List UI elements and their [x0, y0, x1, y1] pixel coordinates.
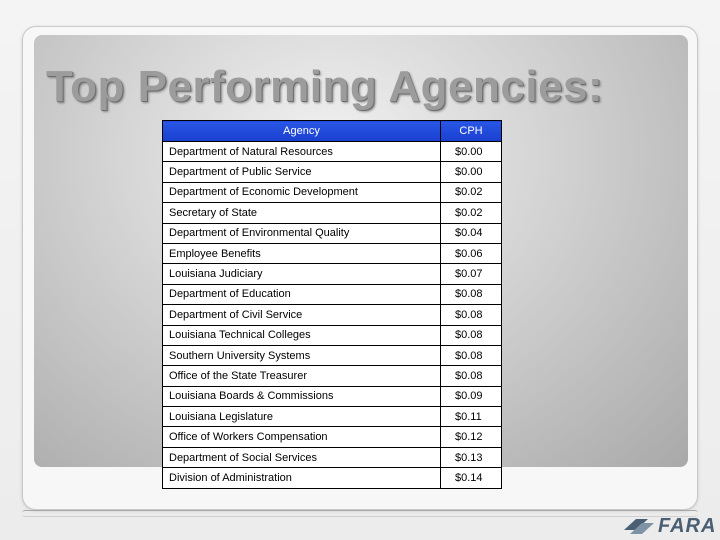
- footer-divider: [22, 510, 698, 517]
- cph-value-cell: $0.08: [440, 365, 502, 387]
- agency-name-cell: Department of Social Services: [162, 446, 441, 469]
- table-row: Office of the State Treasurer $0.08: [162, 365, 502, 387]
- agency-name-cell: Employee Benefits: [162, 242, 441, 265]
- cph-value-cell: $0.11: [440, 406, 502, 428]
- agency-name-cell: Louisiana Boards & Commissions: [162, 385, 441, 408]
- page-title: Top Performing Agencies:: [46, 62, 604, 111]
- cph-value-cell: $0.02: [440, 202, 502, 224]
- logo-text: FARA: [658, 514, 717, 537]
- cph-value-cell: $0.09: [440, 385, 502, 408]
- table-row: Office of Workers Compensation $0.12: [162, 426, 502, 448]
- agency-name-cell: Louisiana Judiciary: [162, 263, 441, 285]
- agency-name-cell: Division of Administration: [162, 467, 441, 489]
- table-row: Department of Education $0.08: [162, 283, 502, 306]
- agency-table: Agency CPH Department of Natural Resourc…: [162, 120, 502, 489]
- agency-name-cell: Southern University Systems: [162, 344, 441, 367]
- table-row: Department of Public Service $0.00: [162, 161, 502, 183]
- agency-name-cell: Department of Environmental Quality: [162, 222, 441, 244]
- table-row: Louisiana Judiciary $0.07: [162, 263, 502, 285]
- table-header-row: Agency CPH: [162, 120, 502, 142]
- table-row: Louisiana Legislature $0.11: [162, 406, 502, 428]
- cph-value-cell: $0.08: [440, 324, 502, 346]
- table-row: Department of Natural Resources $0.00: [162, 140, 502, 163]
- agency-name-cell: Department of Public Service: [162, 161, 441, 183]
- cph-value-cell: $0.04: [440, 222, 502, 244]
- cph-value-cell: $0.12: [440, 426, 502, 448]
- agency-name-cell: Department of Economic Development: [162, 181, 441, 204]
- cph-value-cell: $0.13: [440, 446, 502, 469]
- cph-value-cell: $0.08: [440, 283, 502, 306]
- header-agency: Agency: [162, 120, 441, 142]
- cph-value-cell: $0.00: [440, 140, 502, 163]
- table-body: Department of Natural Resources $0.00 Depa…: [162, 140, 502, 489]
- cph-value-cell: $0.14: [440, 467, 502, 489]
- table-row: Louisiana Boards & Commissions $0.09: [162, 385, 502, 408]
- cph-value-cell: $0.08: [440, 344, 502, 367]
- agency-name-cell: Secretary of State: [162, 202, 441, 224]
- table-row: Department of Environmental Quality $0.04: [162, 222, 502, 244]
- agency-name-cell: Office of Workers Compensation: [162, 426, 441, 448]
- cph-value-cell: $0.00: [440, 161, 502, 183]
- table-row: Louisiana Technical Colleges $0.08: [162, 324, 502, 346]
- header-cph: CPH: [440, 120, 502, 142]
- agency-name-cell: Louisiana Legislature: [162, 406, 441, 428]
- cph-value-cell: $0.08: [440, 304, 502, 326]
- cph-value-cell: $0.02: [440, 181, 502, 204]
- agency-name-cell: Department of Civil Service: [162, 304, 441, 326]
- agency-name-cell: Department of Education: [162, 283, 441, 306]
- agency-name-cell: Department of Natural Resources: [162, 140, 441, 163]
- fara-logo: FARA: [622, 514, 718, 538]
- table-row: Department of Economic Development $0.02: [162, 181, 502, 204]
- table-row: Department of Social Services $0.13: [162, 446, 502, 469]
- table-row: Southern University Systems $0.08: [162, 344, 502, 367]
- agency-name-cell: Office of the State Treasurer: [162, 365, 441, 387]
- agency-name-cell: Louisiana Technical Colleges: [162, 324, 441, 346]
- logo-emblem-icon: [624, 519, 654, 534]
- table-row: Employee Benefits $0.06: [162, 242, 502, 265]
- cph-value-cell: $0.07: [440, 263, 502, 285]
- cph-value-cell: $0.06: [440, 242, 502, 265]
- table-row: Department of Civil Service $0.08: [162, 304, 502, 326]
- table-row: Division of Administration $0.14: [162, 467, 502, 489]
- table-row: Secretary of State $0.02: [162, 202, 502, 224]
